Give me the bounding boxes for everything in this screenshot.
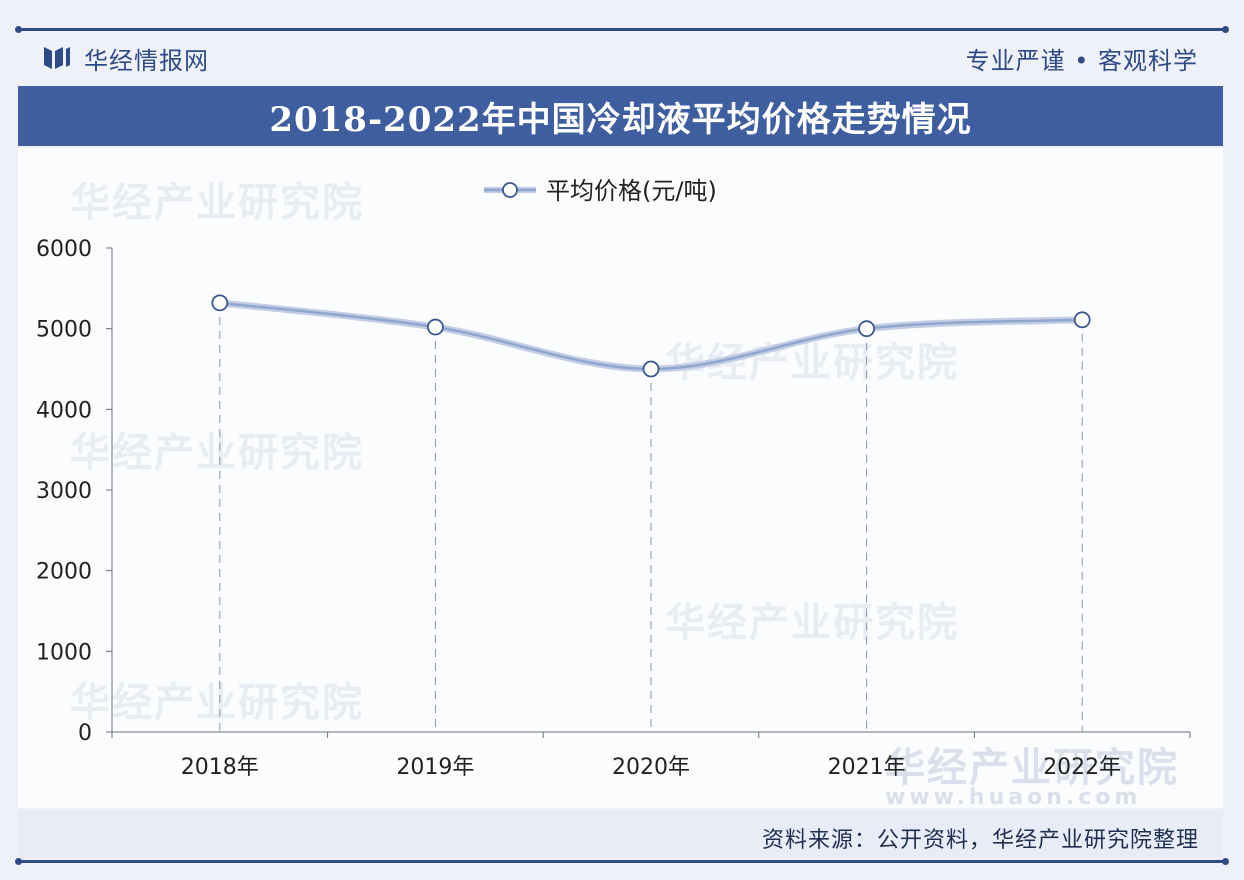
data-point xyxy=(858,320,875,338)
y-tick-label: 6000 xyxy=(36,237,92,262)
x-tick-label: 2020年 xyxy=(612,755,690,780)
legend-label: 平均价格(元/吨) xyxy=(546,177,717,205)
data-point xyxy=(1073,311,1091,329)
source-note: 资料来源：公开资料，华经产业研究院整理 xyxy=(761,828,1199,853)
data-point xyxy=(642,360,660,378)
bottom-rule xyxy=(15,858,1229,865)
top-rule xyxy=(15,26,1229,33)
y-tick-label: 0 xyxy=(78,721,92,746)
y-tick-label: 4000 xyxy=(36,398,92,423)
y-tick-label: 5000 xyxy=(36,318,92,343)
chart-title: 2018-2022年中国冷却液平均价格走势情况 xyxy=(269,99,972,140)
y-tick-label: 2000 xyxy=(36,560,92,585)
brand: 华经情报网 xyxy=(42,40,209,76)
x-tick-label: 2019年 xyxy=(396,755,474,780)
chart-panel xyxy=(18,148,1223,808)
legend-marker xyxy=(502,182,518,198)
brand-logo-icon xyxy=(44,47,70,69)
title-bar: 2018-2022年中国冷却液平均价格走势情况 xyxy=(18,86,1223,146)
x-tick-label: 2021年 xyxy=(828,755,906,780)
data-point xyxy=(211,294,229,312)
x-tick-label: 2018年 xyxy=(181,755,259,780)
data-point xyxy=(426,318,444,336)
y-tick-label: 3000 xyxy=(36,479,92,504)
brand-name: 华经情报网 xyxy=(84,46,209,75)
series-line-shadow xyxy=(216,299,1086,373)
x-tick-label: 2022年 xyxy=(1043,755,1121,780)
slogan: 专业严谨 • 客观科学 xyxy=(965,46,1198,75)
y-tick-label: 1000 xyxy=(36,640,92,665)
source-bar: 资料来源：公开资料，华经产业研究院整理 xyxy=(18,810,1223,858)
